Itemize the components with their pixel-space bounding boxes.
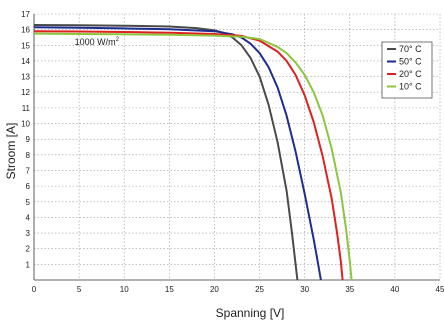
legend-label: 10° C [399, 82, 422, 92]
y-tick-label: 6 [26, 182, 31, 191]
x-tick-label: 40 [390, 285, 399, 294]
y-tick-label: 14 [21, 57, 30, 66]
series-lines [33, 24, 353, 281]
series-line [33, 24, 299, 281]
x-tick-label: 15 [165, 285, 174, 294]
legend-label: 50° C [399, 57, 422, 67]
x-tick-label: 0 [32, 285, 37, 294]
y-tick-label: 1 [26, 260, 31, 269]
x-tick-label: 25 [255, 285, 264, 294]
legend-box [381, 41, 433, 99]
x-axis-label: Spanning [V] [216, 306, 285, 320]
series-line [33, 30, 344, 281]
y-tick-label: 9 [26, 135, 31, 144]
x-tick-label: 30 [300, 285, 309, 294]
irradiance-superscript: 2 [116, 37, 120, 43]
annotation: 1000 W/m2 [75, 37, 120, 47]
y-tick-label: 17 [21, 10, 30, 19]
irradiance-annotation: 1000 W/m2 [75, 37, 120, 47]
axes [33, 14, 440, 281]
y-tick-label: 11 [22, 104, 31, 113]
y-tick-label: 15 [21, 41, 30, 50]
series-line [33, 26, 322, 281]
series-line [33, 32, 353, 281]
y-tick-label: 8 [26, 151, 31, 160]
y-tick-label: 2 [26, 245, 31, 254]
legend: 70° C 50° C 20° C 10° C [381, 41, 433, 99]
y-tick-label: 5 [26, 198, 31, 207]
x-tick-label: 35 [345, 285, 354, 294]
y-tick-label: 10 [21, 120, 30, 129]
y-tick-label: 13 [21, 73, 30, 82]
y-tick-label: 3 [26, 229, 31, 238]
legend-label: 70° C [399, 44, 422, 54]
irradiance-value: 1000 W/m [75, 37, 116, 47]
y-axis-label: Stroom [A] [4, 123, 18, 180]
y-tick-label: 7 [26, 166, 31, 175]
x-tick-label: 45 [436, 285, 444, 294]
x-tick-label: 10 [120, 285, 129, 294]
x-tick-label: 5 [77, 285, 82, 294]
legend-label: 20° C [399, 69, 422, 79]
y-tick-label: 12 [21, 88, 30, 97]
y-tick-label: 16 [21, 26, 30, 35]
y-tick-label: 4 [26, 213, 31, 222]
x-tick-label: 20 [210, 285, 219, 294]
grid [34, 13, 441, 280]
